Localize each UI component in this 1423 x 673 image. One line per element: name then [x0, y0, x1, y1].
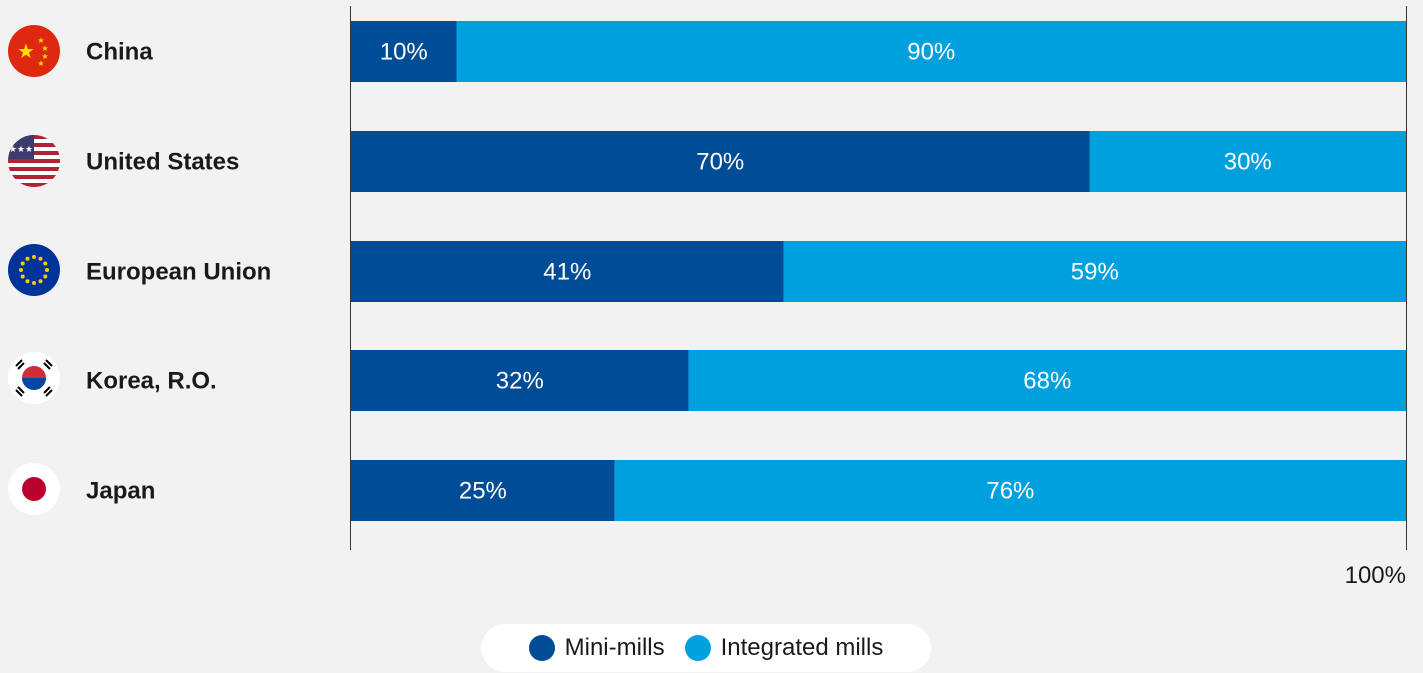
bar-value-label: 30%	[1224, 149, 1272, 176]
bar-segment	[783, 241, 1406, 302]
japan-flag-icon	[8, 463, 60, 515]
legend-item-mini-mills: Mini-mills	[528, 634, 665, 662]
bar-value-label: 76%	[986, 478, 1034, 505]
bar-value-label: 59%	[1071, 259, 1119, 286]
svg-text:★: ★	[37, 59, 44, 68]
bar-value-label: 68%	[1023, 368, 1071, 395]
bar-value-label: 10%	[380, 39, 428, 66]
bar-segment	[351, 241, 784, 302]
bar-segment	[1089, 131, 1406, 192]
category-label: United States	[86, 149, 239, 176]
bar-segment	[351, 350, 689, 411]
stacked-bar-chart: ★ ★ ★ ★ ★ ★★★	[8, 6, 1407, 589]
x-end-label: 100%	[1345, 562, 1406, 589]
legend: Mini-mills Integrated mills	[481, 624, 931, 672]
bar-segment	[456, 21, 1406, 82]
legend-label: Mini-mills	[564, 634, 665, 661]
china-flag-icon: ★ ★ ★ ★ ★	[8, 25, 60, 77]
svg-text:★: ★	[41, 52, 48, 61]
category-label: European Union	[86, 259, 271, 286]
bar-value-label: 70%	[696, 149, 744, 176]
bar-segment	[351, 131, 1090, 192]
legend-swatch-icon	[684, 635, 711, 661]
us-flag-icon: ★★★	[8, 135, 60, 187]
svg-text:★★★: ★★★	[9, 145, 33, 155]
bar-value-label: 25%	[459, 478, 507, 505]
category-label: Japan	[86, 478, 155, 505]
legend-swatch-icon	[528, 635, 555, 661]
bar-value-label: 41%	[543, 259, 591, 286]
bar-value-label: 32%	[496, 368, 544, 395]
eu-flag-icon	[8, 244, 60, 296]
svg-text:★: ★	[17, 39, 35, 63]
bar-segment	[688, 350, 1406, 411]
bar-value-label: 90%	[907, 39, 955, 66]
category-label: Korea, R.O.	[86, 368, 217, 395]
category-label: China	[86, 39, 153, 66]
korea-flag-icon	[8, 352, 60, 404]
bars-group: 10% 90% 70% 30% 41% 59% 32% 68% 25% 76%	[351, 21, 1406, 521]
legend-label: Integrated mills	[720, 634, 884, 661]
bar-segment	[351, 460, 615, 521]
svg-text:★: ★	[37, 36, 44, 45]
svg-text:★: ★	[41, 44, 48, 53]
bar-segment	[614, 460, 1406, 521]
bar-segment	[351, 21, 457, 82]
legend-item-integrated-mills: Integrated mills	[684, 634, 884, 662]
